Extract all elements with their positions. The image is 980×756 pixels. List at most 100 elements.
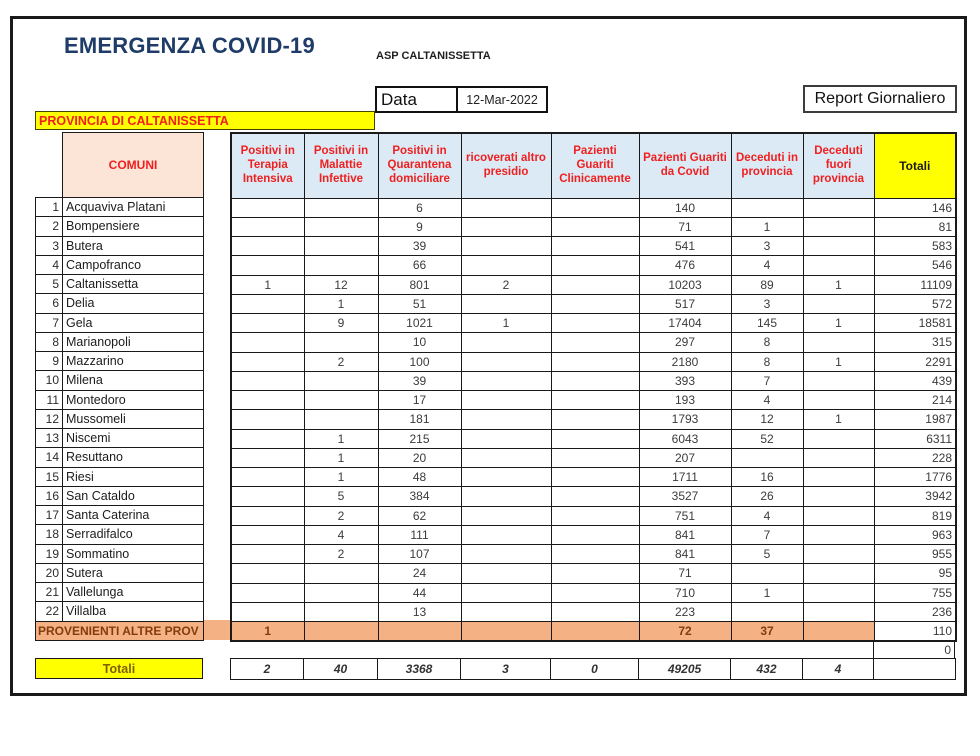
- row-number: 11: [35, 389, 63, 410]
- cell-value: 1: [802, 409, 875, 430]
- cell-value: [550, 351, 640, 372]
- provenienti-label-row: PROVENIENTI ALTRE PROV: [35, 620, 204, 641]
- table-row: 5 384 3527 26 3942: [230, 486, 957, 507]
- cell-value: [550, 486, 640, 507]
- cell-value: [550, 582, 640, 603]
- org-label: ASP CALTANISSETTA: [376, 50, 491, 62]
- provenienti-label: PROVENIENTI ALTRE PROV: [35, 620, 204, 641]
- cell-value: 236: [873, 601, 957, 623]
- total-cell: 3: [460, 658, 551, 680]
- table-row: 13 223 236: [230, 601, 957, 623]
- cell-value: 439: [873, 370, 957, 392]
- cell-value: 6311: [873, 428, 957, 449]
- cell-value: 4: [730, 505, 804, 526]
- comune-label-row: 16 San Cataldo: [35, 485, 204, 507]
- province-banner: PROVINCIA DI CALTANISSETTA: [35, 111, 375, 130]
- cell-value: [230, 255, 305, 276]
- cell-value: 841: [638, 543, 732, 565]
- cell-value: [303, 216, 379, 238]
- row-number: 7: [35, 312, 63, 333]
- cell-value: [550, 563, 640, 584]
- row-number: 2: [35, 216, 63, 237]
- column-header: Pazienti Guariti da Covid: [638, 132, 732, 199]
- cell-value: 215: [377, 428, 462, 449]
- table-row: 2 100 2180 8 1 2291: [230, 351, 957, 372]
- comune-name: Niscemi: [62, 427, 204, 449]
- comuni-header: COMUNI: [62, 132, 204, 198]
- table-row: 44 710 1 755: [230, 582, 957, 603]
- cell-value: [550, 370, 640, 392]
- cell-value: [460, 447, 552, 469]
- comune-label-row: 11 Montedoro: [35, 389, 204, 410]
- row-number: 3: [35, 235, 63, 256]
- cell-value: [802, 197, 875, 218]
- date-value-box: 12-Mar-2022: [456, 86, 548, 113]
- cell-value: 1: [730, 216, 804, 238]
- cell-value: 81: [873, 216, 957, 238]
- total-cell: 432: [730, 658, 803, 680]
- row-number: 14: [35, 447, 63, 468]
- cell-value: [230, 563, 305, 584]
- cell-value: [802, 370, 875, 392]
- cell-value: 26: [730, 486, 804, 507]
- cell-value: [303, 197, 379, 218]
- table-row: 66 476 4 546: [230, 255, 957, 276]
- cell-value: 1: [460, 312, 552, 334]
- header-blank-cell: [36, 133, 63, 198]
- cell-value: 7: [730, 524, 804, 546]
- cell-value: [460, 255, 552, 276]
- cell-value: [303, 409, 379, 430]
- cell-value: 1711: [638, 466, 732, 488]
- cell-value: 1: [802, 274, 875, 295]
- comune-label-row: 21 Vallelunga: [35, 581, 204, 603]
- row-number: 13: [35, 427, 63, 449]
- cell-value: 5: [730, 543, 804, 565]
- comune-label-row: 15 Riesi: [35, 466, 204, 487]
- cell-value: [550, 197, 640, 218]
- cell-value: [802, 486, 875, 507]
- comune-name: Montedoro: [62, 389, 204, 410]
- cell-value: [303, 582, 379, 603]
- cell-value: 1: [303, 447, 379, 469]
- row-number: 18: [35, 524, 63, 545]
- total-cell: 4: [802, 658, 874, 680]
- zero-total-cell: 0: [873, 641, 955, 659]
- cell-value: [802, 582, 875, 603]
- provenienti-cell: [460, 621, 552, 642]
- cell-value: [550, 255, 640, 276]
- cell-value: [460, 332, 552, 353]
- comune-name: San Cataldo: [62, 485, 204, 507]
- cell-value: 1: [303, 293, 379, 315]
- row-number: 5: [35, 273, 63, 295]
- cell-value: 4: [730, 389, 804, 411]
- cell-value: [550, 409, 640, 430]
- cell-value: 5: [303, 486, 379, 507]
- cell-value: 7: [730, 370, 804, 392]
- total-cell: 3368: [377, 658, 461, 680]
- cell-value: 2291: [873, 351, 957, 372]
- cell-value: [303, 332, 379, 353]
- orange-spill: [204, 620, 230, 640]
- cell-value: [230, 332, 305, 353]
- cell-value: 52: [730, 428, 804, 449]
- cell-value: 24: [377, 563, 462, 584]
- cell-value: 1776: [873, 466, 957, 488]
- cell-value: 100: [377, 351, 462, 372]
- comune-name: Marianopoli: [62, 331, 204, 353]
- cell-value: [730, 197, 804, 218]
- cell-value: 89: [730, 274, 804, 295]
- cell-value: [230, 505, 305, 526]
- cell-value: 145: [730, 312, 804, 334]
- cell-value: [802, 505, 875, 526]
- table-row: 39 393 7 439: [230, 370, 957, 392]
- cell-value: 71: [638, 216, 732, 238]
- table-row: 9 71 1 81: [230, 216, 957, 238]
- cell-value: 6043: [638, 428, 732, 449]
- cell-value: [802, 216, 875, 238]
- cell-value: [460, 524, 552, 546]
- table-row: 1 51 517 3 572: [230, 293, 957, 315]
- cell-value: 393: [638, 370, 732, 392]
- comune-label-row: 1 Acquaviva Platani: [35, 196, 204, 218]
- table-row: 1 20 207 228: [230, 447, 957, 469]
